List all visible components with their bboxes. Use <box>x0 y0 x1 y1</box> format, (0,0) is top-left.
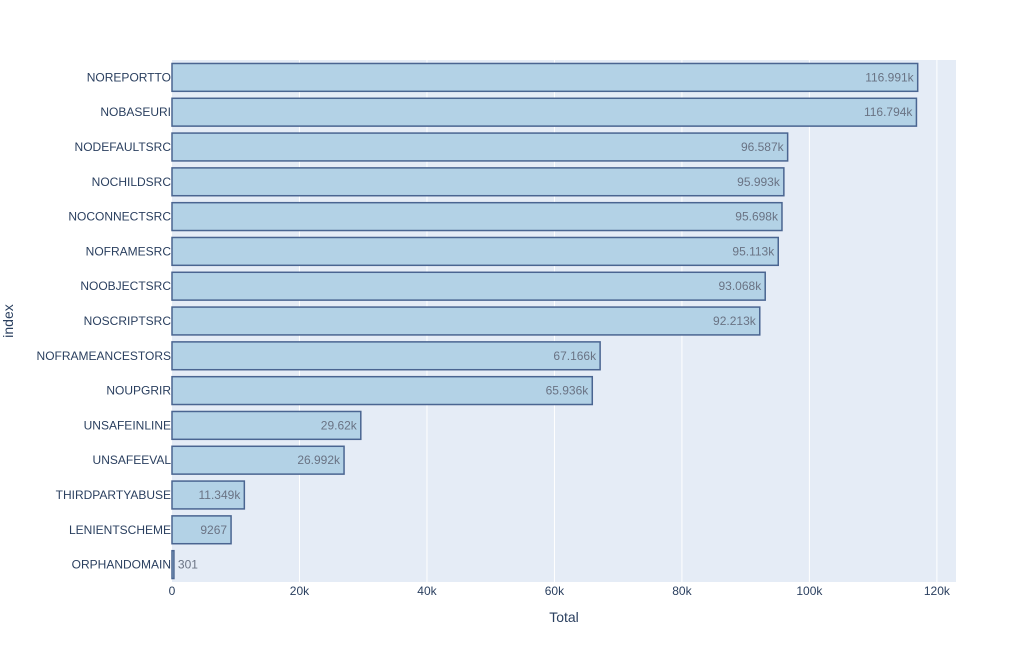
x-axis-title: Total <box>549 609 579 625</box>
data-label: 92.213k <box>713 314 757 328</box>
bar[interactable] <box>171 236 779 267</box>
bar[interactable] <box>171 62 919 93</box>
category-label: NOFRAMEANCESTORS <box>37 349 171 363</box>
category-label: NOFRAMESRC <box>86 244 172 258</box>
category-label: NODEFAULTSRC <box>75 140 172 154</box>
data-label: 67.166k <box>553 349 597 363</box>
data-label: 29.62k <box>321 418 358 432</box>
y-axis-labels: NOREPORTTO NOBASEURI NODEFAULTSRC NOCHILDSR… <box>37 70 172 571</box>
data-label: 11.349k <box>199 488 242 502</box>
x-tick-label: 100k <box>796 584 823 598</box>
y-axis-title: index <box>0 304 16 337</box>
category-label: THIRDPARTYABUSE <box>56 488 171 502</box>
bar[interactable] <box>171 480 246 510</box>
category-label: NOCHILDSRC <box>92 175 172 189</box>
category-label: LENIENTSCHEME <box>69 523 171 537</box>
bar[interactable] <box>171 167 785 197</box>
data-label: 95.113k <box>732 244 775 258</box>
x-tick-label: 40k <box>417 584 437 598</box>
bar[interactable] <box>171 271 766 301</box>
bars <box>171 62 919 580</box>
bar[interactable] <box>171 341 601 371</box>
data-label: 301 <box>178 558 198 572</box>
bar[interactable] <box>171 410 362 441</box>
data-label: 9267 <box>200 523 227 537</box>
bar[interactable] <box>171 97 918 127</box>
category-label: UNSAFEINLINE <box>84 418 171 432</box>
data-label: 26.992k <box>297 453 341 467</box>
category-label: NOREPORTTO <box>87 70 171 84</box>
x-axis-ticks: 0 20k 40k 60k 80k 100k 120k <box>169 584 951 598</box>
data-labels: 116.991k 116.794k 96.587k 95.993k 95.698k 95.… <box>178 70 915 571</box>
x-tick-label: 20k <box>290 584 310 598</box>
bar[interactable] <box>171 515 232 545</box>
category-label: NOSCRIPTSRC <box>84 314 172 328</box>
data-label: 93.068k <box>719 279 763 293</box>
category-label: UNSAFEEVAL <box>93 453 172 467</box>
bar[interactable] <box>171 375 594 406</box>
category-label: NOBASEURI <box>100 105 171 119</box>
bar[interactable] <box>171 201 783 232</box>
bar[interactable] <box>171 549 175 580</box>
x-tick-label: 120k <box>924 584 951 598</box>
bar[interactable] <box>171 132 789 162</box>
category-label: NOCONNECTSRC <box>68 210 171 224</box>
data-label: 116.794k <box>864 105 913 119</box>
category-label: NOOBJECTSRC <box>80 279 171 293</box>
bar[interactable] <box>171 306 761 336</box>
x-tick-label: 60k <box>545 584 565 598</box>
x-tick-label: 0 <box>169 584 176 598</box>
data-label: 116.991k <box>865 70 914 84</box>
data-label: 95.993k <box>737 175 781 189</box>
x-tick-label: 80k <box>672 584 692 598</box>
category-label: NOUPGRIR <box>106 384 171 398</box>
data-label: 65.936k <box>546 384 590 398</box>
data-label: 96.587k <box>741 140 785 154</box>
data-label: 95.698k <box>735 210 779 224</box>
category-label: ORPHANDOMAIN <box>72 558 171 572</box>
bar[interactable] <box>171 445 345 475</box>
